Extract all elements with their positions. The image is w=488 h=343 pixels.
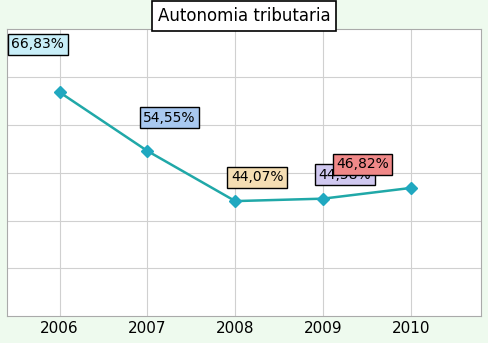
- Text: 54,55%: 54,55%: [143, 110, 196, 125]
- Text: 44,07%: 44,07%: [231, 170, 284, 184]
- Text: 44,58%: 44,58%: [319, 168, 371, 182]
- Text: 66,83%: 66,83%: [11, 37, 64, 51]
- Title: Autonomia tributaria: Autonomia tributaria: [158, 7, 330, 25]
- Text: 46,82%: 46,82%: [336, 157, 389, 171]
